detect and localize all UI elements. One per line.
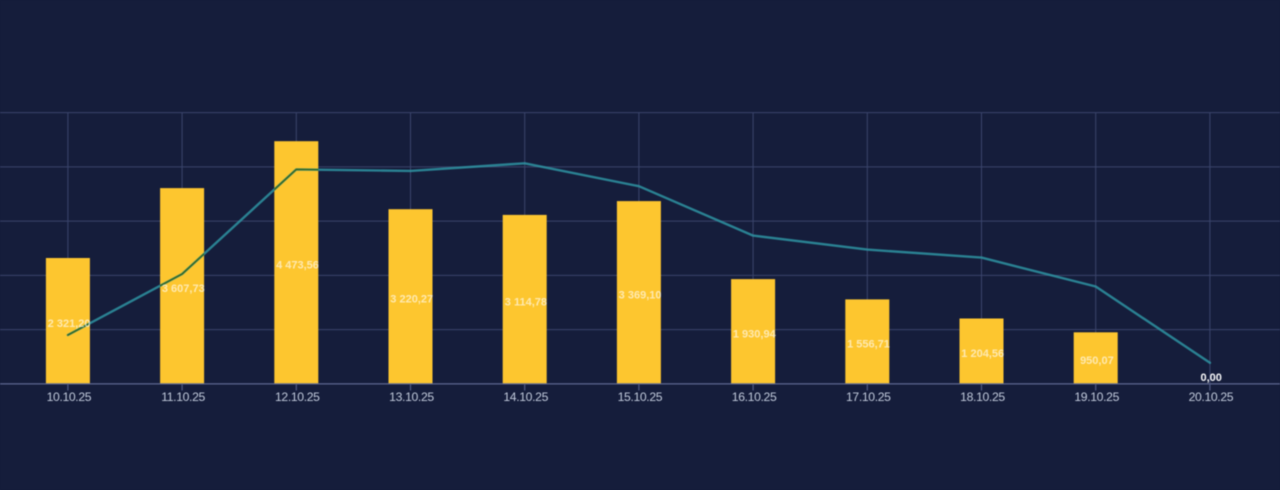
svg-text:15.10.25: 15.10.25 <box>618 390 663 404</box>
svg-text:1 930,94: 1 930,94 <box>733 328 777 340</box>
svg-text:4 473,56: 4 473,56 <box>276 259 319 271</box>
svg-text:1 204,56: 1 204,56 <box>961 348 1004 360</box>
svg-text:1 556,71: 1 556,71 <box>847 339 890 351</box>
svg-text:3 220,27: 3 220,27 <box>390 293 433 305</box>
svg-text:16.10.25: 16.10.25 <box>732 390 777 404</box>
svg-text:950,07: 950,07 <box>1080 355 1114 367</box>
svg-text:14.10.25: 14.10.25 <box>503 390 548 404</box>
svg-text:20.10.25: 20.10.25 <box>1189 390 1234 404</box>
svg-text:18.10.25: 18.10.25 <box>960 390 1005 404</box>
svg-text:17.10.25: 17.10.25 <box>846 390 891 404</box>
svg-text:13.10.25: 13.10.25 <box>389 390 434 404</box>
svg-text:2 321,20: 2 321,20 <box>48 318 91 330</box>
svg-text:3 114,78: 3 114,78 <box>505 296 547 308</box>
svg-text:3 607,73: 3 607,73 <box>162 283 205 295</box>
svg-text:10.10.25: 10.10.25 <box>47 390 92 404</box>
svg-text:19.10.25: 19.10.25 <box>1074 390 1119 404</box>
svg-text:12.10.25: 12.10.25 <box>275 390 320 404</box>
svg-text:0,00: 0,00 <box>1200 372 1221 384</box>
svg-text:3 369,10: 3 369,10 <box>619 289 662 301</box>
svg-text:11.10.25: 11.10.25 <box>161 390 205 404</box>
